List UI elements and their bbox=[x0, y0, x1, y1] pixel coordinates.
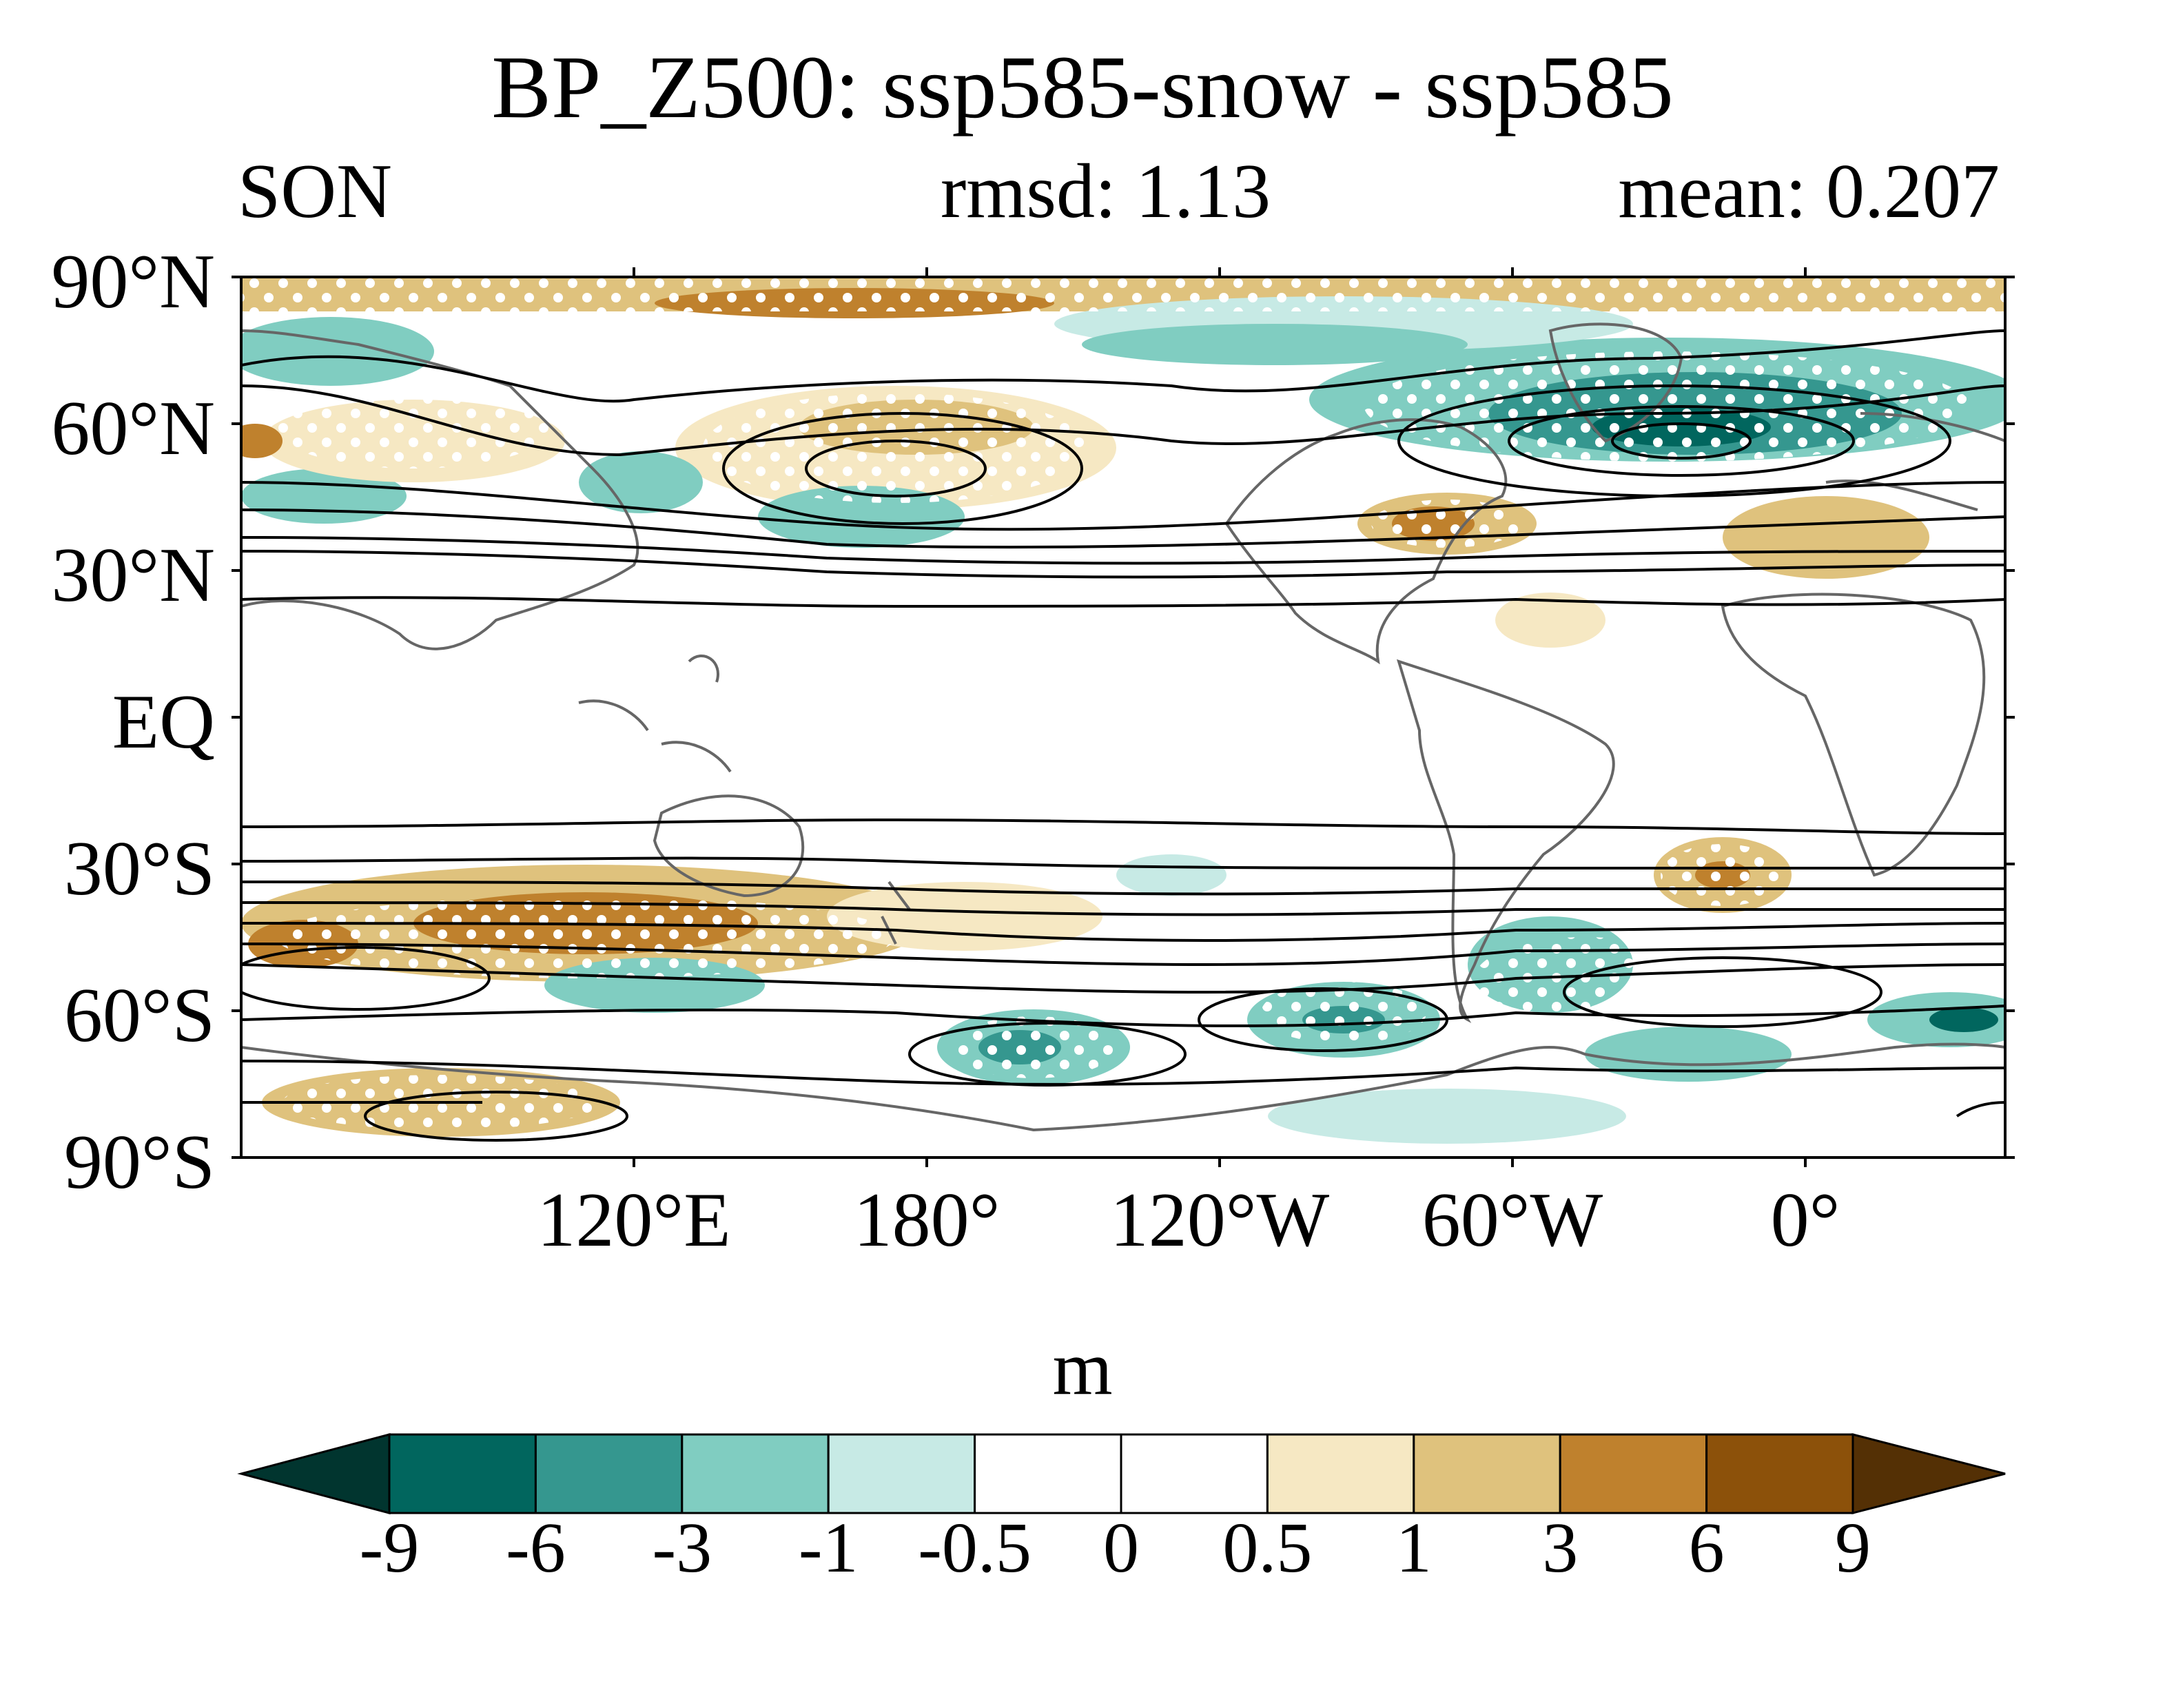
lon-label-180: 180° bbox=[853, 1177, 1001, 1263]
climatology-contours bbox=[241, 329, 2005, 1142]
colorbar-bin bbox=[1705, 1433, 1854, 1514]
map-panel bbox=[241, 277, 2005, 1157]
lon-label-60w: 60°W bbox=[1422, 1177, 1603, 1263]
mean-label: mean: 0.207 bbox=[1618, 149, 2000, 234]
colorbar bbox=[237, 1433, 2006, 1514]
colorbar-bin bbox=[1266, 1433, 1415, 1514]
colorbar-extend-low bbox=[237, 1433, 391, 1514]
rmsd-label: rmsd: 1.13 bbox=[941, 149, 1271, 234]
colorbar-tick-label: 3 bbox=[1542, 1508, 1579, 1587]
colorbar-bin bbox=[388, 1433, 537, 1514]
colorbar-bin bbox=[534, 1433, 684, 1514]
colorbar-tick-label: 9 bbox=[1835, 1508, 1871, 1587]
lat-label-60n: 60°N bbox=[51, 386, 215, 471]
colorbar-tick-label: -1 bbox=[798, 1508, 859, 1587]
colorbar-bin bbox=[827, 1433, 976, 1514]
lat-label-30n: 30°N bbox=[51, 533, 215, 618]
colorbar-extend-high bbox=[1851, 1433, 2006, 1514]
colorbar-tick-label: -6 bbox=[506, 1508, 566, 1587]
colorbar-bin bbox=[1120, 1433, 1269, 1514]
lon-label-120w: 120°W bbox=[1109, 1177, 1330, 1263]
chart-title: BP_Z500: ssp585-snow - ssp585 bbox=[491, 38, 1674, 137]
colorbar-bin bbox=[974, 1433, 1122, 1514]
colorbar-unit: m bbox=[1052, 1326, 1113, 1411]
colorbar-tick-label: 1 bbox=[1395, 1508, 1432, 1587]
lat-label-30s: 30°S bbox=[63, 826, 215, 912]
lon-label-120e: 120°E bbox=[537, 1177, 731, 1263]
lat-label-60s: 60°S bbox=[63, 973, 215, 1058]
colorbar-tick-label: 0 bbox=[1103, 1508, 1139, 1587]
colorbar-tick-label: -0.5 bbox=[918, 1508, 1032, 1587]
lat-label-90n: 90°N bbox=[51, 239, 215, 325]
colorbar-bin bbox=[1413, 1433, 1561, 1514]
colorbar-bin bbox=[1559, 1433, 1708, 1514]
lat-label-90s: 90°S bbox=[63, 1120, 215, 1205]
colorbar-tick-label: -9 bbox=[359, 1508, 420, 1587]
coastlines bbox=[241, 322, 2005, 1132]
colorbar-tick-label: 0.5 bbox=[1222, 1508, 1313, 1587]
season-label: SON bbox=[238, 149, 393, 234]
colorbar-tick-label: -3 bbox=[652, 1508, 712, 1587]
lon-label-0: 0° bbox=[1770, 1177, 1840, 1263]
axis-ticks bbox=[232, 267, 2015, 1167]
colorbar-tick-label: 6 bbox=[1688, 1508, 1725, 1587]
lat-label-eq: EQ bbox=[112, 679, 215, 765]
colorbar-bin bbox=[681, 1433, 830, 1514]
